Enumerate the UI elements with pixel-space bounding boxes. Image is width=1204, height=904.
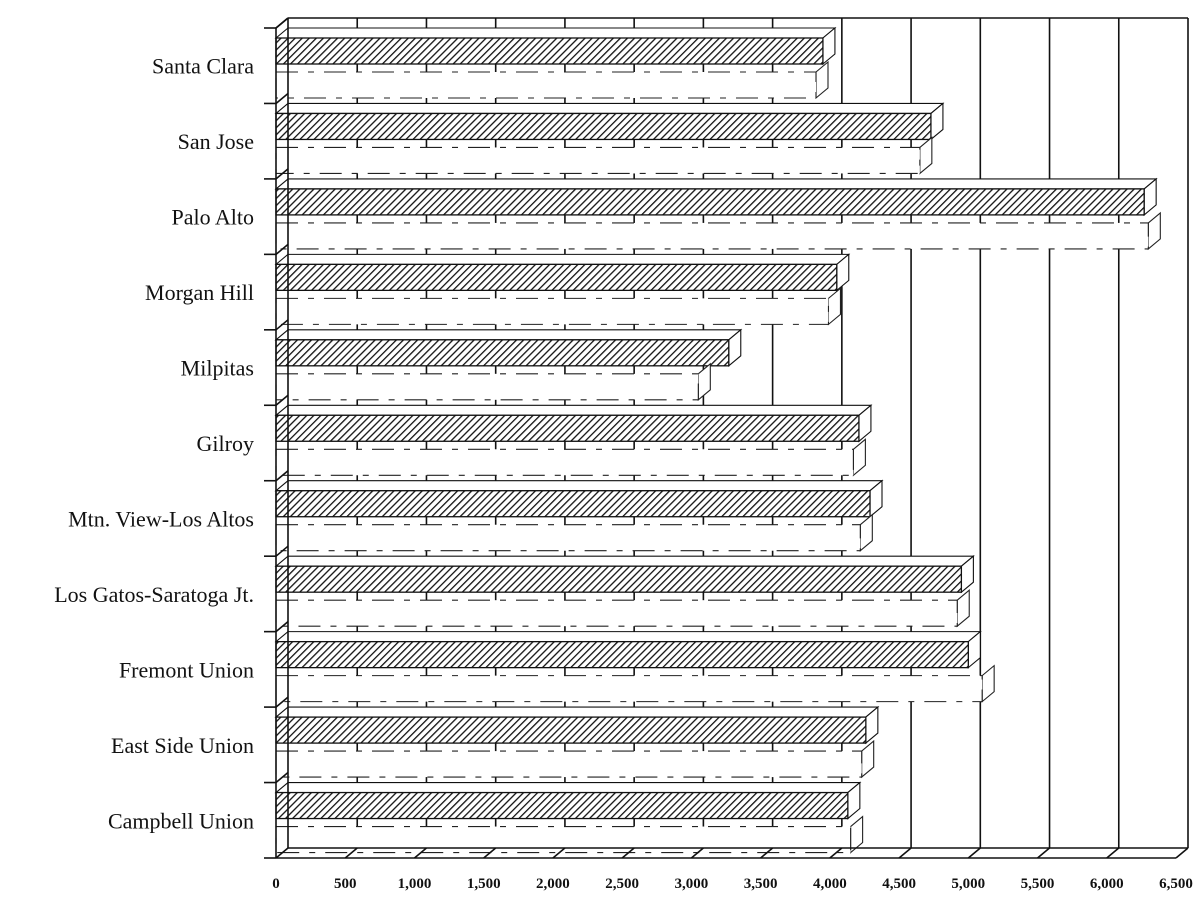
axes (264, 17, 1189, 859)
bar (275, 373, 699, 401)
floor-tick (760, 847, 774, 859)
x-tick-label: 2,000 (536, 876, 570, 892)
floor-tick (898, 847, 912, 859)
bar-side (859, 513, 873, 552)
bar-top (274, 404, 873, 416)
category-label: Milpitas (181, 356, 254, 381)
bar (275, 146, 921, 175)
floor-tick (690, 847, 704, 859)
bar-top (274, 781, 862, 794)
floor-tick (621, 847, 635, 859)
bar-top (274, 555, 975, 567)
tick-labels: 0 500 1,000 1,500 2,000 2,500 3,000 3,500 4,000 4… (272, 876, 1193, 892)
y-tick-depth (275, 17, 289, 29)
floor-tick (829, 847, 843, 859)
bar (275, 750, 863, 778)
x-tick-label: 0 (272, 876, 280, 892)
x-tick-label: 1,000 (398, 876, 432, 892)
bar-top (274, 27, 837, 39)
bar-top (274, 178, 1158, 190)
floor-tick (1106, 847, 1120, 859)
category-label: Gilroy (197, 431, 254, 456)
floor-tick (483, 847, 497, 859)
y-tick-depth (275, 243, 289, 255)
bar-top (274, 480, 884, 492)
x-tick-label: 3,500 (744, 876, 778, 892)
bar (275, 188, 1145, 216)
y-tick-depth (275, 696, 289, 708)
category-label: Morgan Hill (145, 280, 254, 305)
category-label: San Jose (178, 129, 254, 154)
x-tick-label: 6,000 (1090, 876, 1124, 892)
bar (275, 448, 854, 476)
bar-side (956, 589, 970, 628)
bar (275, 263, 838, 292)
x-tick-label: 5,000 (951, 876, 985, 892)
y-tick-depth (275, 621, 289, 633)
x-tick-label: 500 (334, 876, 357, 892)
x-tick-label: 4,000 (813, 876, 847, 892)
bar (275, 37, 824, 65)
x-tick-label: 4,500 (882, 876, 916, 892)
bar (275, 112, 932, 141)
bar (275, 490, 871, 518)
category-label: Palo Alto (171, 205, 254, 230)
x-tick-label: 2,500 (605, 876, 639, 892)
bar (275, 716, 867, 744)
category-label: Fremont Union (119, 657, 254, 682)
bar-top (274, 329, 743, 341)
bar (275, 675, 983, 703)
bar-side (815, 60, 829, 100)
bar (275, 524, 861, 552)
y-tick-depth (275, 394, 289, 406)
y-tick-depth (275, 771, 289, 784)
bar-side (827, 287, 842, 326)
bar (275, 297, 830, 325)
floor-tick (967, 847, 981, 859)
bar-side (1147, 211, 1161, 251)
bar (275, 599, 958, 627)
bar (275, 640, 969, 669)
floor-tick (275, 847, 289, 859)
y-tick-depth (275, 92, 289, 105)
bar-top (274, 706, 880, 718)
category-labels: Santa Clara San Jose Palo Alto Morgan Hill M… (54, 54, 254, 834)
y-tick-depth (275, 168, 289, 180)
bar (275, 339, 730, 367)
floor-tick (1175, 847, 1189, 859)
category-label: Santa Clara (152, 54, 254, 79)
bar-side (981, 664, 995, 703)
y-tick-depth (275, 319, 289, 331)
bar-side (697, 362, 711, 401)
y-tick-depth (275, 470, 289, 482)
bar-top (274, 102, 945, 115)
bar-side (861, 739, 875, 779)
bars (274, 26, 1161, 854)
x-tick-label: 3,000 (675, 876, 709, 892)
category-label: Campbell Union (108, 808, 254, 833)
floor-tick (344, 847, 358, 859)
category-label: Los Gatos-Saratoga Jt. (54, 582, 254, 607)
bar-side (850, 815, 864, 854)
floor-tick (413, 847, 427, 859)
bar (275, 222, 1149, 250)
category-label: Mtn. View-Los Altos (68, 506, 254, 531)
bar-side (919, 136, 933, 175)
bar (275, 565, 963, 593)
x-tick-label: 1,500 (467, 876, 501, 892)
x-tick-label: 6,500 (1159, 876, 1193, 892)
bar (275, 791, 849, 820)
bar (275, 414, 860, 442)
bar-side (852, 438, 866, 477)
bar (275, 71, 817, 99)
category-label: East Side Union (111, 733, 254, 758)
floor-tick (552, 847, 566, 859)
x-tick-label: 5,500 (1021, 876, 1055, 892)
bar-top (274, 253, 851, 265)
bar-top (274, 631, 982, 643)
y-tick-depth (275, 545, 289, 557)
floor-tick (1037, 847, 1051, 859)
